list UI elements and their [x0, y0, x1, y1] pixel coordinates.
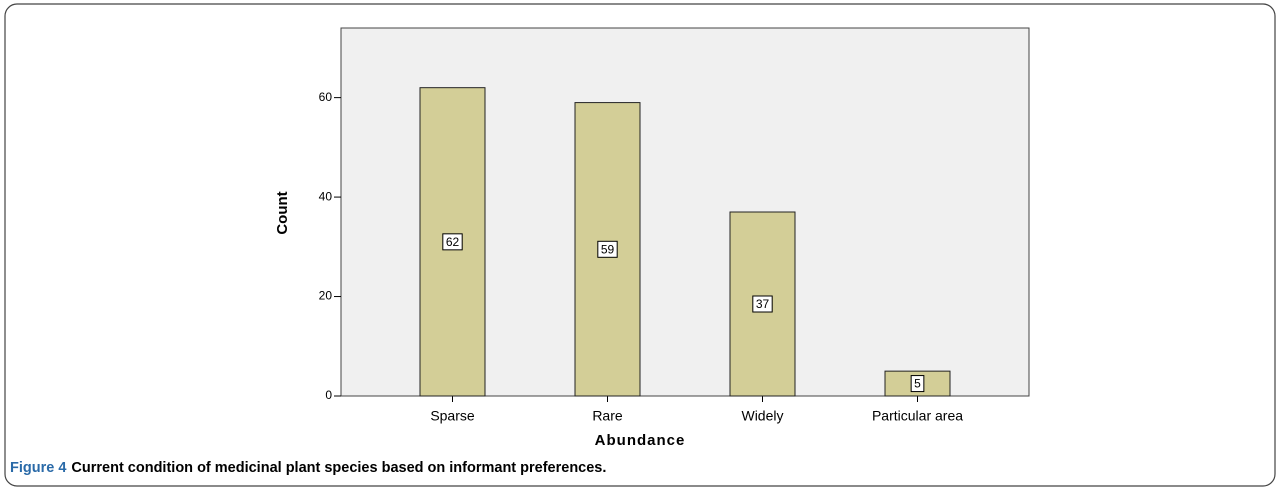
x-tick-label: Sparse — [430, 408, 475, 424]
value-label: 37 — [756, 297, 770, 311]
caption-text: Current condition of medicinal plant spe… — [71, 460, 606, 476]
x-tick-label: Rare — [592, 408, 623, 424]
value-label: 5 — [914, 377, 921, 391]
value-label-box — [442, 233, 463, 251]
caption: Figure 4 Current condition of medicinal p… — [10, 460, 606, 476]
y-tick-label: 40 — [319, 189, 333, 203]
value-label-box — [752, 295, 773, 313]
y-tick-label: 0 — [325, 388, 332, 402]
x-tick-label: Particular area — [872, 408, 963, 424]
value-label-box — [910, 375, 925, 393]
y-tick-label: 60 — [319, 90, 333, 104]
bar — [574, 102, 641, 397]
y-tick-label: 20 — [319, 289, 333, 303]
value-label: 59 — [601, 242, 615, 256]
value-label-box — [597, 240, 618, 258]
x-axis-label: Abundance — [595, 432, 686, 449]
value-label: 62 — [446, 235, 460, 249]
figure-label: Figure 4 — [10, 460, 66, 476]
x-tick-label: Widely — [741, 408, 783, 424]
y-axis-label: Count — [274, 191, 291, 234]
